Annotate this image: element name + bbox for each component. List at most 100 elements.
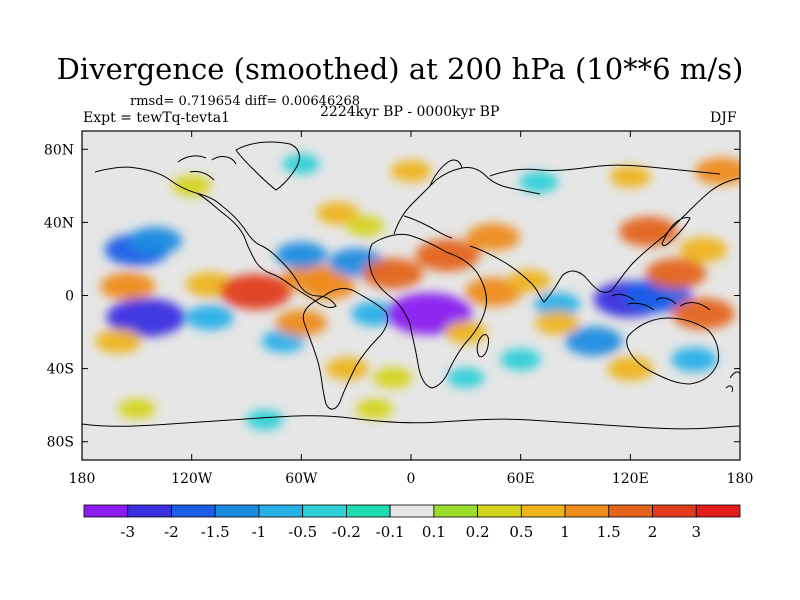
colorbar-label: 0.5 <box>509 523 533 541</box>
anomaly-region <box>99 272 156 301</box>
anomaly-region <box>282 153 321 175</box>
field-blobs <box>95 153 740 430</box>
coast-arctic-asia <box>489 164 721 177</box>
anomaly-region <box>351 301 398 326</box>
colorbar-label: 0.2 <box>466 523 490 541</box>
anomaly-region <box>95 328 142 354</box>
colorbar-label: 1.5 <box>597 523 621 541</box>
season-label: DJF <box>710 110 737 126</box>
anomaly-region <box>607 356 654 381</box>
divergence-field <box>95 153 740 430</box>
colorbar-swatch <box>302 504 347 518</box>
anomaly-region <box>466 223 521 251</box>
coast-antarctica <box>82 415 740 430</box>
coast-indonesia <box>611 293 711 311</box>
colorbar-label: -0.2 <box>332 523 361 541</box>
period-label: 2224kyr BP - 0000kyr BP <box>320 104 500 120</box>
experiment-label: Expt = tewTq-tevta1 <box>83 110 230 126</box>
anomaly-region <box>219 274 292 310</box>
y-tick-label: 40N <box>44 215 74 231</box>
y-tick-label: 40S <box>47 362 74 378</box>
colorbar-label: -2 <box>164 523 179 541</box>
anomaly-region <box>373 367 413 389</box>
colorbar-label: 1 <box>560 523 570 541</box>
anomaly-region <box>619 216 679 247</box>
chart-title: Divergence (smoothed) at 200 hPa (10**6 … <box>56 52 744 86</box>
colorbar: -3 -2 -1.5 -1 -0.5 -0.2 -0.1 0.1 0.2 0.5 1 1.5 2 3 <box>83 504 741 541</box>
anomaly-region <box>534 292 581 317</box>
anomaly-region <box>672 297 735 330</box>
anomaly-region <box>246 409 284 430</box>
colorbar-label: 3 <box>691 523 701 541</box>
anomaly-region <box>534 311 580 335</box>
colorbar-swatch <box>345 504 391 518</box>
coast-scandinavia <box>429 159 463 187</box>
coast-australia <box>626 317 719 385</box>
anomaly-region <box>118 398 156 420</box>
colorbar-swatch <box>258 504 304 518</box>
anomaly-region <box>275 309 328 337</box>
coastlines <box>82 141 740 430</box>
y-axis: 80N 40N 0 40S 80S <box>44 142 740 451</box>
coast-greenland <box>235 141 300 191</box>
colorbar-swatch <box>477 504 522 518</box>
anomaly-region <box>671 347 718 372</box>
coast-japan <box>661 217 691 247</box>
x-axis: 180 120W 60W 0 60E 120E 180 <box>69 131 753 487</box>
x-tick-label: 120W <box>171 471 213 487</box>
anomaly-region <box>447 367 485 388</box>
colorbar-swatch <box>171 504 216 518</box>
colorbar-label: 2 <box>648 523 658 541</box>
anomaly-region <box>325 357 369 381</box>
anomaly-region <box>464 277 522 307</box>
anomaly-region <box>444 320 488 344</box>
anomaly-region <box>415 239 480 272</box>
y-tick-label: 80N <box>44 142 74 158</box>
colorbar-swatch <box>608 504 653 518</box>
anomaly-region <box>500 348 542 371</box>
anomaly-region <box>346 215 385 237</box>
anomaly-region <box>679 237 728 263</box>
colorbar-label: -0.1 <box>376 523 405 541</box>
colorbar-swatch <box>433 504 479 518</box>
colorbar-swatch <box>83 504 129 518</box>
colorbar-swatch <box>695 504 741 518</box>
anomaly-region <box>609 165 651 188</box>
anomaly-region <box>694 157 740 186</box>
x-tick-label: 120E <box>612 471 649 487</box>
anomaly-region <box>508 269 552 293</box>
coast-africa <box>368 233 487 389</box>
coast-asia <box>469 177 740 303</box>
colorbar-label: -0.5 <box>288 523 317 541</box>
anomaly-region <box>301 272 356 301</box>
colorbar-swatch <box>127 504 172 518</box>
anomaly-region <box>316 201 360 225</box>
colorbar-swatch <box>520 504 566 518</box>
anomaly-region <box>275 241 328 269</box>
coast-north-america <box>94 166 337 309</box>
x-tick-label: 180 <box>69 471 96 487</box>
anomaly-region <box>128 226 182 255</box>
coast-south-america <box>302 288 389 410</box>
anomaly-region <box>106 298 186 337</box>
colorbar-swatch <box>564 504 610 518</box>
x-tick-label: 60E <box>507 471 535 487</box>
anomaly-region <box>185 304 235 331</box>
x-tick-label: 0 <box>407 471 416 487</box>
anomaly-region <box>362 258 424 289</box>
x-tick-label: 60W <box>285 471 318 487</box>
colorbar-label: -1 <box>252 523 267 541</box>
anomaly-region <box>390 160 432 183</box>
y-tick-label: 0 <box>65 289 74 305</box>
anomaly-region <box>645 258 707 289</box>
coast-madagascar <box>476 333 489 358</box>
coast-canada-arctic <box>177 155 237 181</box>
anomaly-region <box>172 175 212 197</box>
colorbar-label: -1.5 <box>201 523 230 541</box>
stats-label: rmsd= 0.719654 diff= 0.00646268 <box>130 94 361 109</box>
anomaly-region <box>355 398 394 420</box>
colorbar-swatch <box>214 504 260 518</box>
colorbar-label: 0.1 <box>422 523 446 541</box>
y-tick-label: 80S <box>47 435 74 451</box>
